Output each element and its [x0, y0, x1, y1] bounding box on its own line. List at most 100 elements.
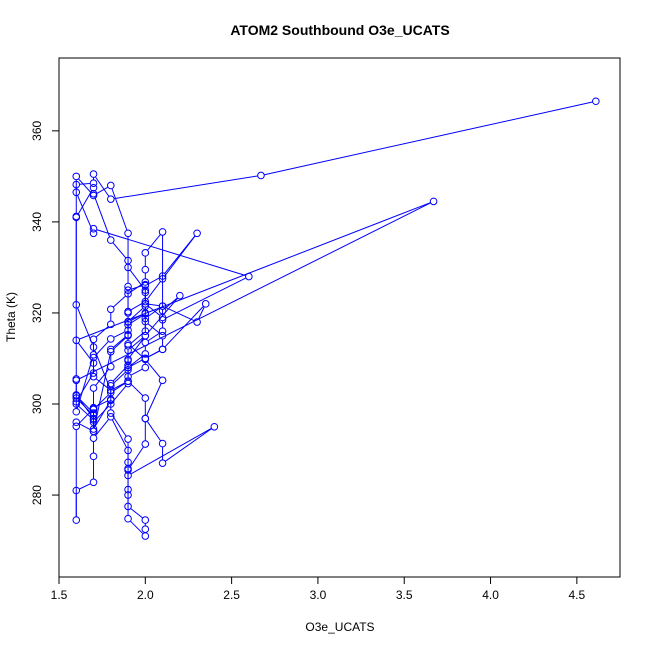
series-segment	[130, 315, 143, 324]
data-point	[124, 326, 132, 335]
series-segment	[146, 383, 162, 416]
data-point	[124, 471, 132, 480]
data-point	[124, 466, 132, 474]
data-point	[89, 372, 98, 381]
data-point	[89, 427, 98, 436]
data-point	[89, 183, 98, 192]
series-segment	[112, 367, 127, 382]
data-point	[257, 171, 265, 180]
y-axis-label: Theta (K)	[4, 292, 18, 342]
data-point	[72, 180, 81, 189]
data-point	[124, 458, 132, 467]
series-segment	[112, 242, 127, 259]
data-point	[124, 263, 132, 272]
y-tick-label: 360	[30, 121, 44, 141]
data-point	[89, 335, 98, 344]
series-segment	[129, 269, 144, 288]
data-point	[106, 181, 115, 190]
x-tick-label: 2.0	[137, 588, 154, 602]
data-point	[106, 396, 115, 405]
chart-title: ATOM2 Southbound O3e_UCATS	[230, 22, 449, 38]
data-point	[106, 409, 115, 417]
series-segment	[147, 332, 160, 342]
series-segment	[130, 283, 143, 293]
data-point	[72, 300, 81, 309]
data-point	[89, 224, 98, 233]
data-point	[89, 351, 98, 359]
series-segment	[130, 302, 143, 311]
data-point	[158, 345, 167, 354]
data-point	[141, 394, 150, 402]
series-segment	[78, 397, 92, 411]
data-point	[89, 343, 98, 351]
series-segment	[112, 385, 127, 402]
data-point	[141, 354, 150, 363]
data-point	[158, 376, 167, 385]
data-point	[141, 265, 150, 274]
series-segment	[79, 202, 431, 380]
series-segment	[130, 337, 143, 349]
plot-area	[72, 97, 600, 540]
y-axis: 280 300 320 340 360	[30, 121, 60, 505]
series-segment	[147, 234, 161, 251]
data-point	[245, 272, 253, 281]
series-segment	[95, 176, 110, 197]
data-point	[158, 302, 167, 310]
series-segment	[164, 306, 204, 348]
data-point	[158, 459, 167, 467]
y-tick-label: 340	[30, 212, 44, 232]
data-point	[141, 414, 150, 423]
data-point	[141, 297, 150, 306]
data-point	[72, 516, 81, 524]
data-point	[72, 188, 81, 197]
series-segment	[79, 423, 91, 431]
data-point	[141, 516, 150, 524]
data-point	[89, 369, 98, 377]
data-point	[141, 278, 150, 286]
series-segment	[147, 323, 161, 334]
series-segment	[146, 421, 161, 442]
data-point	[201, 300, 210, 308]
data-point	[592, 97, 600, 106]
x-tick-label: 3.0	[310, 588, 327, 602]
series-segment	[78, 400, 92, 414]
series-segment	[148, 303, 160, 307]
series-segment	[111, 188, 128, 231]
series-segment	[130, 428, 212, 475]
data-point	[193, 229, 201, 238]
series-segment	[96, 186, 109, 195]
data-point	[141, 309, 150, 317]
data-point	[124, 309, 132, 317]
data-point	[141, 440, 150, 448]
data-point	[106, 305, 115, 314]
x-axis-label: O3e_UCATS	[305, 620, 374, 634]
series-segment	[96, 229, 246, 276]
series-segment	[198, 306, 205, 320]
series-segment	[77, 307, 93, 345]
series-segment	[96, 400, 108, 407]
series-segment	[164, 235, 196, 277]
series-segment	[95, 419, 109, 436]
data-point	[124, 341, 132, 350]
series-segment	[77, 195, 93, 231]
data-point	[106, 400, 115, 408]
data-point	[158, 331, 167, 340]
y-tick-label: 300	[30, 394, 44, 414]
data-point	[141, 363, 150, 372]
data-point	[124, 379, 132, 388]
data-point	[89, 359, 98, 367]
series-segment	[264, 101, 593, 176]
data-point	[124, 318, 132, 326]
series-segment	[113, 371, 126, 384]
data-point	[89, 170, 98, 178]
data-point	[106, 347, 115, 356]
series-segment	[130, 368, 143, 376]
series-segment	[113, 382, 126, 392]
data-point	[72, 376, 81, 385]
data-point	[176, 291, 184, 300]
data-point	[124, 446, 132, 455]
data-point	[141, 249, 150, 257]
series-segment	[130, 383, 144, 396]
data-point	[141, 300, 150, 308]
data-point	[124, 361, 132, 370]
